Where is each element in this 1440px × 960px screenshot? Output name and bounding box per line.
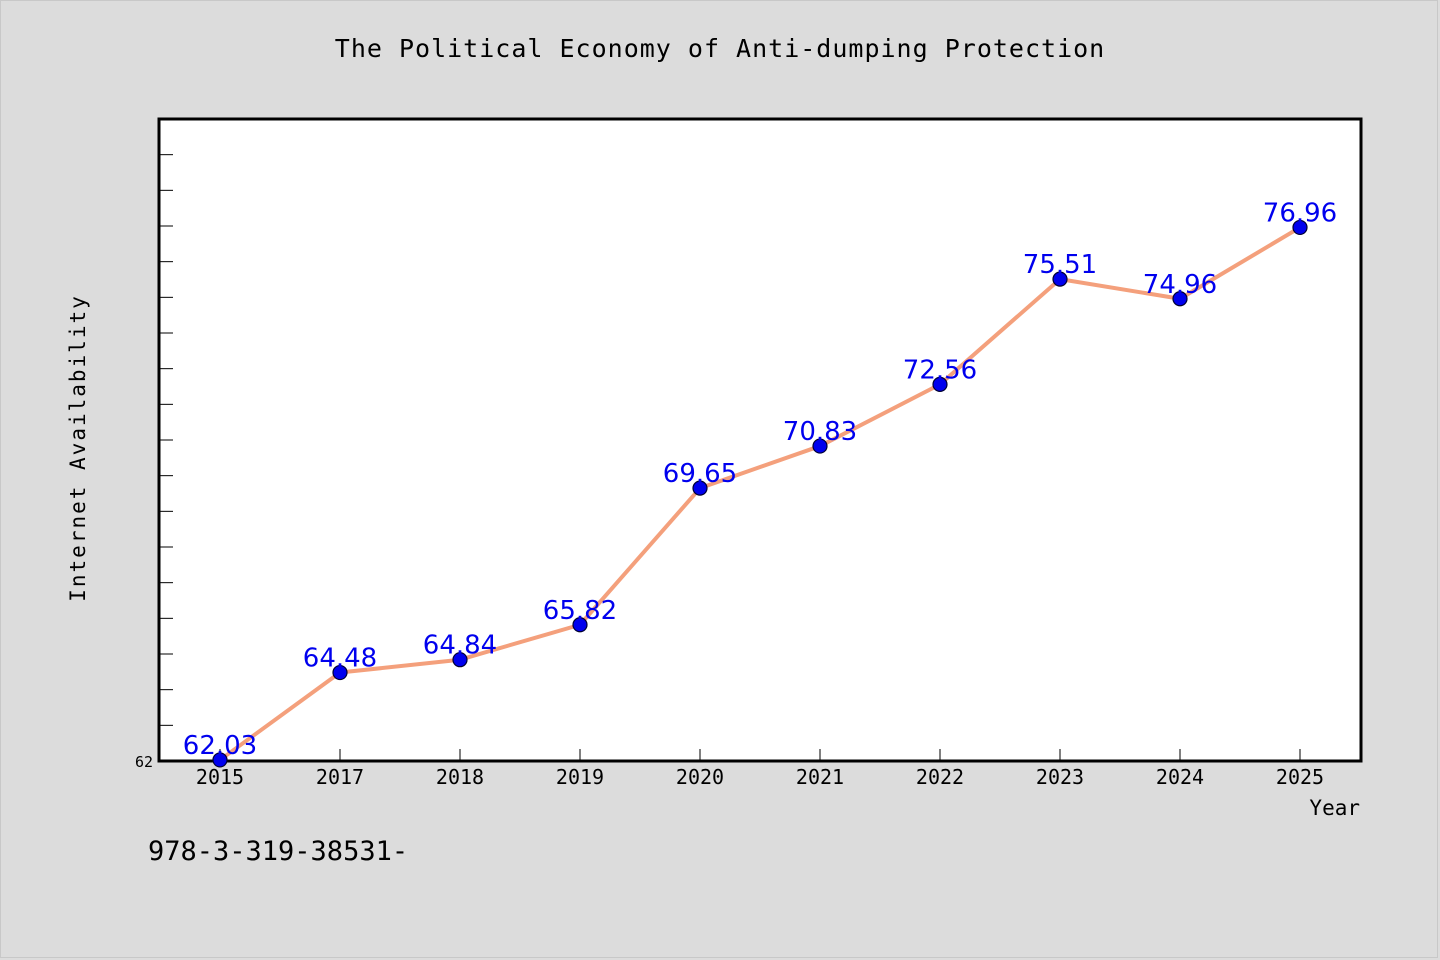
y-tick-label: 62 <box>135 753 153 771</box>
data-label: 62.03 <box>183 731 257 761</box>
data-point <box>932 376 948 392</box>
x-tick-label: 2018 <box>436 765 484 789</box>
plot-area <box>157 117 1363 763</box>
chart-title: The Political Economy of Anti-dumping Pr… <box>334 34 1106 63</box>
data-label: 64.84 <box>423 631 497 661</box>
data-point <box>1052 271 1068 287</box>
data-point <box>812 438 828 454</box>
x-tick-label: 2023 <box>1036 765 1084 789</box>
x-tick-label: 2022 <box>916 765 964 789</box>
x-tick-label: 2015 <box>196 765 244 789</box>
x-tick-label: 2021 <box>796 765 844 789</box>
data-label: 69.65 <box>663 459 737 489</box>
data-point <box>212 752 228 768</box>
x-tick-label: 2020 <box>676 765 724 789</box>
data-point <box>1292 219 1308 236</box>
data-label: 72.56 <box>903 355 977 385</box>
series-line-group <box>218 225 1302 762</box>
series-line <box>218 225 1302 762</box>
data-label: 65.82 <box>543 596 617 626</box>
x-tick-label: 2024 <box>1156 765 1204 789</box>
x-tick-label: 2017 <box>316 765 364 789</box>
data-point <box>692 480 708 496</box>
data-point <box>452 652 468 668</box>
series-markers <box>212 219 1308 768</box>
data-point <box>332 664 348 681</box>
data-point <box>572 617 588 633</box>
data-point <box>1172 291 1188 307</box>
footnote-isbn: 978-3-319-38531- <box>148 836 409 867</box>
data-label: 75.51 <box>1023 250 1097 280</box>
x-axis-ticks: 2015 2017 2018 2019 2020 2021 2022 2023 2024 2025 <box>196 749 1324 789</box>
y-axis-ticks: 62 <box>135 118 173 771</box>
data-label: 70.83 <box>783 417 857 447</box>
data-label: 64.48 <box>303 644 377 674</box>
x-tick-label: 2025 <box>1276 765 1324 789</box>
x-tick-label: 2019 <box>556 765 604 789</box>
x-axis-label: Year <box>1309 796 1360 820</box>
data-label: 76.96 <box>1263 198 1337 228</box>
data-labels: 62.03 64.48 64.84 65.82 69.65 70.83 72.56 75.51… <box>183 198 1337 761</box>
data-label: 74.96 <box>1143 270 1217 300</box>
